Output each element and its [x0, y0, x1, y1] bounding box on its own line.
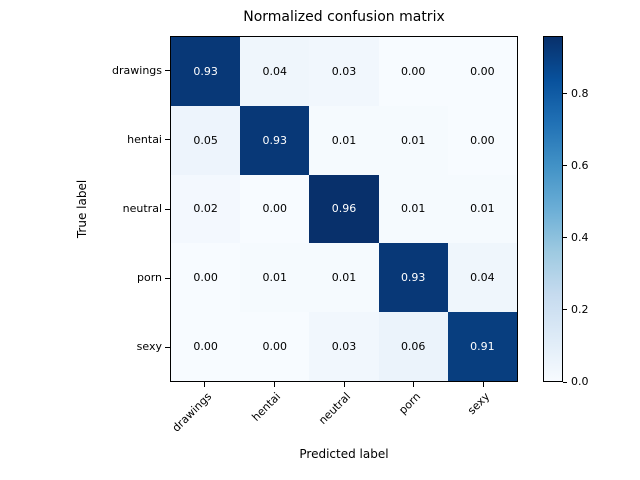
x-tick-mark [413, 382, 415, 387]
x-tick-mark [204, 382, 206, 387]
y-tick-label: hentai [127, 132, 162, 146]
cell-value: 0.01 [331, 133, 357, 147]
y-tick-mark [165, 208, 170, 210]
cell-value: 0.04 [262, 64, 288, 78]
x-tick-label: neutral [316, 390, 354, 428]
colorbar-tick-label: 0.2 [571, 302, 589, 316]
y-tick-label: drawings [112, 63, 162, 77]
x-tick-mark [273, 382, 275, 387]
matrix-cell: 0.00 [447, 37, 517, 106]
x-tick-label: hentai [249, 390, 284, 424]
matrix-cell: 0.03 [309, 312, 379, 381]
cell-value: 0.02 [193, 202, 218, 216]
colorbar-tick-mark [563, 237, 567, 239]
matrix-cell: 0.01 [240, 243, 310, 313]
matrix-cell: 0.04 [447, 243, 517, 313]
y-tick-mark [165, 70, 170, 72]
matrix-cell: 0.91 [447, 312, 517, 381]
y-tick-label: sexy [136, 340, 162, 354]
x-tick-label: sexy [465, 390, 493, 418]
matrix-cell: 0.00 [171, 312, 241, 381]
cell-value: 0.96 [331, 202, 357, 216]
x-tick-mark [343, 382, 345, 387]
y-tick-mark [165, 346, 170, 348]
matrix-cell: 0.05 [171, 105, 241, 175]
matrix-cell: 0.01 [309, 105, 379, 175]
matrix-cell: 0.93 [171, 37, 241, 106]
x-tick-mark [482, 382, 484, 387]
cell-value: 0.01 [400, 202, 426, 216]
matrix-cell: 0.93 [378, 243, 448, 313]
matrix-cell: 0.00 [240, 174, 310, 244]
matrix-cell: 0.01 [309, 243, 379, 313]
cell-value: 0.01 [331, 271, 357, 285]
cell-value: 0.93 [193, 64, 218, 78]
y-tick-mark [165, 277, 170, 279]
colorbar-tick-mark [563, 381, 567, 383]
matrix-cell: 0.93 [240, 105, 310, 175]
cell-value: 0.03 [331, 64, 357, 78]
colorbar-tick-mark [563, 309, 567, 311]
cell-value: 0.01 [400, 133, 426, 147]
colorbar-tick-label: 0.6 [571, 158, 589, 172]
matrix-cell: 0.02 [171, 174, 241, 244]
matrix-cell: 0.01 [378, 174, 448, 244]
y-tick-label: neutral [122, 202, 162, 215]
matrix-cell: 0.04 [240, 37, 310, 106]
cell-value: 0.00 [470, 133, 495, 147]
x-tick-label: porn [395, 390, 423, 417]
colorbar [543, 36, 563, 382]
heatmap: 0.93 0.04 0.03 0.00 0.00 0.05 0.93 0.01 0.01 0.00… [170, 36, 518, 382]
colorbar-tick-mark [563, 93, 567, 95]
y-tick-label: porn [136, 271, 162, 285]
cell-value: 0.01 [262, 271, 288, 285]
colorbar-tick-mark [563, 165, 567, 167]
matrix-cell: 0.00 [447, 105, 517, 175]
matrix-cell: 0.96 [309, 174, 379, 244]
cell-value: 0.03 [331, 340, 357, 354]
cell-value: 0.06 [400, 340, 426, 354]
cell-value: 0.93 [262, 133, 288, 147]
cell-value: 0.91 [470, 340, 495, 354]
colorbar-tick-label: 0.0 [571, 375, 589, 388]
matrix-cell: 0.03 [309, 37, 379, 106]
cell-value: 0.04 [470, 271, 495, 285]
cell-value: 0.00 [193, 340, 218, 354]
colorbar-tick-label: 0.4 [571, 230, 589, 244]
cell-value: 0.00 [470, 64, 495, 78]
cell-value: 0.00 [400, 64, 426, 78]
cell-value: 0.93 [400, 271, 426, 285]
cell-value: 0.00 [262, 202, 288, 216]
matrix-cell: 0.01 [378, 105, 448, 175]
y-tick-mark [165, 139, 170, 141]
matrix-cell: 0.00 [240, 312, 310, 381]
matrix-cell: 0.01 [447, 174, 517, 244]
cell-value: 0.05 [193, 133, 218, 147]
chart-title: Normalized confusion matrix [243, 9, 445, 25]
matrix-cell: 0.00 [378, 37, 448, 106]
cell-value: 0.01 [470, 202, 495, 216]
matrix-cell: 0.06 [378, 312, 448, 381]
matrix-cell: 0.00 [171, 243, 241, 313]
colorbar-tick-label: 0.8 [571, 86, 589, 100]
cell-value: 0.00 [193, 271, 218, 285]
x-axis-label: Predicted label [299, 447, 389, 461]
cell-value: 0.00 [262, 340, 288, 354]
